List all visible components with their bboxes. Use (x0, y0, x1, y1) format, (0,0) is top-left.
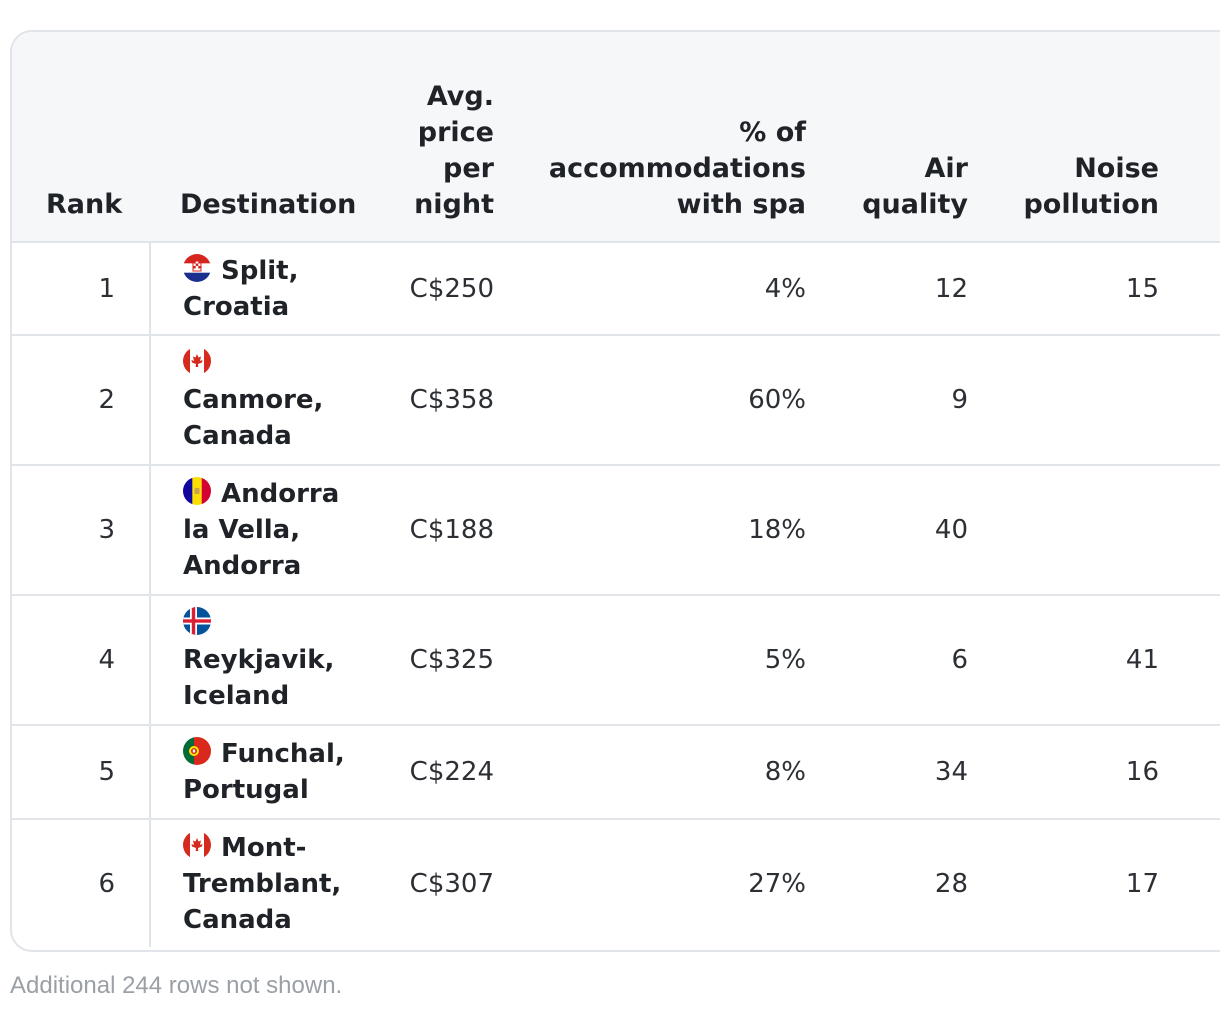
cell-spa: 4% (494, 241, 806, 335)
cell-noise-pollution (968, 464, 1159, 595)
cell-destination: Canmore, Canada (150, 334, 370, 465)
cell-rank: 4 (12, 594, 151, 725)
cell-price: C$307 (370, 818, 494, 947)
table-row: 3 Andorra la Vella, Andorra C$188 18% 40 (12, 464, 1220, 595)
cell-spacer (1159, 334, 1220, 465)
header-rank[interactable]: Rank (46, 189, 123, 220)
cell-rank: 2 (12, 334, 151, 465)
portugal-flag-icon (183, 737, 211, 765)
cell-destination: Mont- Tremblant, Canada (150, 818, 370, 947)
cell-spa: 60% (494, 334, 806, 465)
cell-price: C$358 (370, 334, 494, 465)
andorra-flag-icon (183, 477, 211, 505)
iceland-flag-icon (183, 607, 211, 635)
cell-noise-pollution: 17 (968, 818, 1159, 947)
cell-air-quality: 40 (806, 464, 968, 595)
canada-flag-icon (183, 347, 211, 375)
cell-rank: 3 (12, 464, 151, 595)
cell-spacer (1159, 724, 1220, 819)
canada-flag-icon (183, 830, 211, 859)
cell-air-quality: 12 (806, 241, 968, 335)
cell-spa: 5% (494, 594, 806, 725)
cell-spa: 18% (494, 464, 806, 595)
header-spa[interactable]: % of accommodations with spa (548, 117, 806, 220)
destinations-table: Rank Destination Avg. price per night % … (12, 32, 1220, 947)
cell-destination: Andorra la Vella, Andorra (150, 464, 370, 595)
cell-air-quality: 28 (806, 818, 968, 947)
cell-air-quality: 9 (806, 334, 968, 465)
cell-price: C$188 (370, 464, 494, 595)
header-destination[interactable]: Destination (180, 189, 357, 220)
table-row: 1 Split, Croatia C$250 4% 12 15 (12, 241, 1220, 335)
data-table-card: Rank Destination Avg. price per night % … (10, 30, 1220, 952)
cell-rank: 5 (12, 724, 151, 819)
cell-destination: Funchal, Portugal (150, 724, 370, 819)
header-spacer (1159, 32, 1220, 242)
table-row: 6 Mont- Tremblant, Canada C$307 27% 28 17 (12, 818, 1220, 947)
cell-spacer (1159, 241, 1220, 335)
header-noise-pollution[interactable]: Noise pollution (1023, 153, 1159, 220)
cell-destination: Split, Croatia (150, 241, 370, 335)
table-row: 4 Reykjavik, Iceland C$325 5% 6 41 (12, 594, 1220, 725)
cell-noise-pollution (968, 334, 1159, 465)
cell-spacer (1159, 464, 1220, 595)
cell-rank: 1 (12, 241, 151, 335)
cell-price: C$250 (370, 241, 494, 335)
table-row: 2 Canmore, Canada C$358 60% 9 (12, 334, 1220, 465)
cell-air-quality: 6 (806, 594, 968, 725)
cell-price: C$224 (370, 724, 494, 819)
cell-noise-pollution: 15 (968, 241, 1159, 335)
cell-rank: 6 (12, 818, 151, 947)
header-price[interactable]: Avg. price per night (414, 81, 494, 220)
cell-spacer (1159, 594, 1220, 725)
cell-noise-pollution: 41 (968, 594, 1159, 725)
cell-spa: 27% (494, 818, 806, 947)
header-air-quality[interactable]: Air quality (862, 153, 968, 220)
table-header-row: Rank Destination Avg. price per night % … (12, 32, 1220, 242)
rows-not-shown-note: Additional 244 rows not shown. (10, 972, 343, 999)
cell-spa: 8% (494, 724, 806, 819)
cell-spacer (1159, 818, 1220, 947)
cell-noise-pollution: 16 (968, 724, 1159, 819)
cell-air-quality: 34 (806, 724, 968, 819)
croatia-flag-icon (183, 253, 211, 282)
cell-price: C$325 (370, 594, 494, 725)
cell-destination: Reykjavik, Iceland (150, 594, 370, 725)
table-row: 5 Funchal, Portugal C$224 8% 34 16 (12, 724, 1220, 819)
